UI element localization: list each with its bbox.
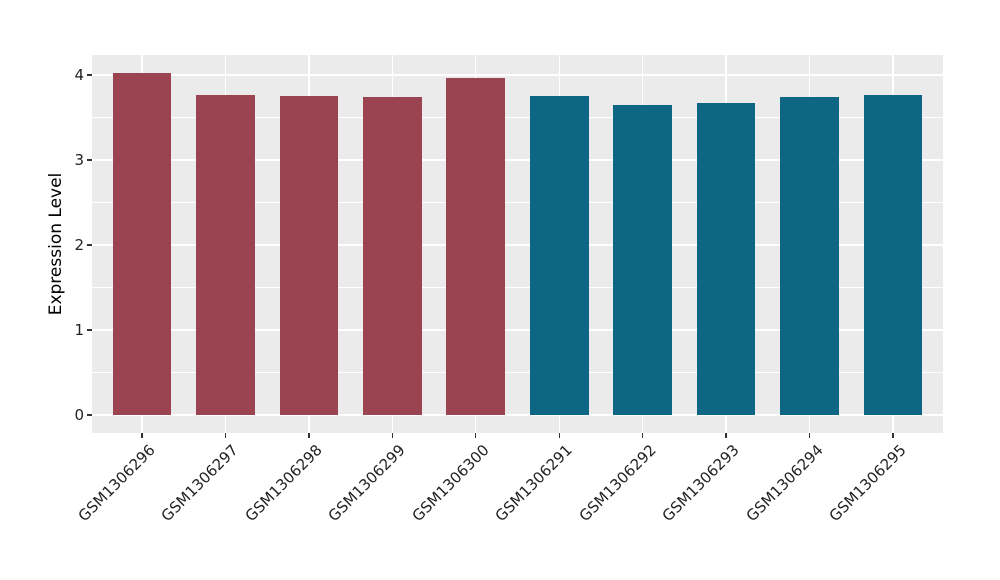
y-tick-mark xyxy=(87,329,92,331)
y-tick-label: 0 xyxy=(74,406,84,424)
bar-GSM1306296 xyxy=(112,73,172,415)
minor-gridline xyxy=(92,287,943,288)
y-tick-label: 2 xyxy=(74,236,84,254)
y-tick-mark xyxy=(87,159,92,161)
x-tick-label: GSM1306291 xyxy=(491,441,576,526)
bar-GSM1306299 xyxy=(362,97,422,415)
x-tick-mark xyxy=(892,433,894,438)
bar-GSM1306297 xyxy=(196,95,255,415)
bar-GSM1306295 xyxy=(863,94,923,415)
x-tick-mark xyxy=(308,433,310,438)
minor-gridline xyxy=(92,117,943,118)
major-gridline xyxy=(92,329,943,331)
minor-gridline xyxy=(92,372,943,373)
major-gridline xyxy=(92,244,943,246)
y-tick-mark xyxy=(87,74,92,76)
x-tick-label: GSM1306293 xyxy=(658,441,743,526)
bar-GSM1306294 xyxy=(780,97,839,415)
x-tick-label: GSM1306299 xyxy=(324,441,410,526)
major-gridline xyxy=(92,74,943,76)
minor-gridline xyxy=(92,202,943,203)
bar-GSM1306292 xyxy=(613,104,673,415)
x-tick-label: GSM1306295 xyxy=(825,441,910,526)
bar-GSM1306300 xyxy=(446,78,506,415)
x-tick-mark xyxy=(391,433,394,438)
x-tick-mark xyxy=(141,433,143,438)
x-tick-mark xyxy=(808,433,811,438)
y-tick-label: 4 xyxy=(74,66,84,84)
major-gridline xyxy=(92,159,943,161)
bar-GSM1306293 xyxy=(696,103,756,415)
bar-GSM1306291 xyxy=(529,96,589,415)
x-tick-label: GSM1306296 xyxy=(74,441,159,526)
y-tick-mark xyxy=(87,244,92,246)
bar-GSM1306298 xyxy=(279,96,339,415)
y-tick-label: 3 xyxy=(74,151,84,169)
x-tick-mark xyxy=(475,433,477,438)
major-gridline xyxy=(92,414,943,416)
x-tick-mark xyxy=(725,433,727,438)
x-tick-mark xyxy=(642,433,644,438)
y-tick-mark xyxy=(87,414,92,416)
y-tick-label: 1 xyxy=(74,321,84,339)
x-tick-mark xyxy=(224,433,227,438)
plot-panel xyxy=(92,55,943,433)
x-tick-mark xyxy=(558,433,560,438)
